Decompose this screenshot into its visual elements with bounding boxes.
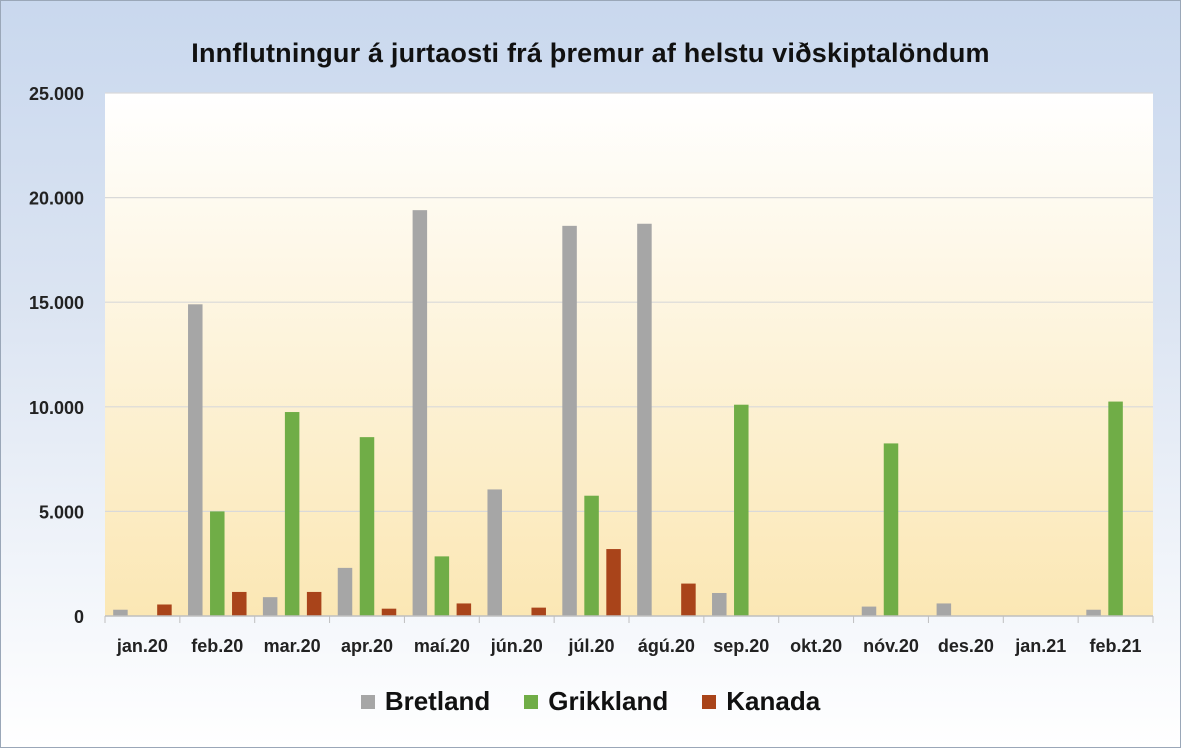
legend: Bretland Grikkland Kanada (0, 686, 1181, 717)
bar-bretland-apr.20 (337, 567, 353, 616)
bar-kanada-júl.20 (606, 549, 621, 616)
y-tick-label: 10.000 (29, 398, 84, 418)
legend-item-kanada: Kanada (702, 686, 820, 717)
bar-grikkland-nóv.20 (883, 443, 899, 616)
x-tick-label: feb.21 (1090, 636, 1142, 656)
x-tick-label: sep.20 (713, 636, 769, 656)
bar-grikkland-mar.20 (284, 412, 300, 616)
legend-item-bretland: Bretland (360, 686, 491, 717)
bar-kanada-mar.20 (306, 591, 322, 616)
bar-bretland-des.20 (936, 603, 952, 616)
bar-bretland-feb.21 (1086, 609, 1101, 616)
x-tick-label: feb.20 (191, 636, 243, 656)
bar-bretland-júl.20 (562, 225, 577, 617)
plot-area (105, 93, 1153, 616)
bar-kanada-jún.20 (531, 607, 546, 616)
bar-bretland-jan.20 (113, 609, 128, 616)
bar-grikkland-apr.20 (359, 437, 375, 616)
bar-grikkland-sep.20 (734, 404, 749, 616)
legend-swatch-grikkland (524, 694, 539, 709)
bar-bretland-mar.20 (262, 597, 278, 616)
y-tick-label: 15.000 (29, 293, 84, 313)
x-tick-label: jan.20 (116, 636, 168, 656)
bar-kanada-feb.20 (232, 591, 247, 616)
legend-label-kanada: Kanada (726, 686, 821, 716)
bar-grikkland-júl.20 (584, 495, 599, 616)
y-tick-label: 20.000 (29, 189, 84, 209)
bar-bretland-sep.20 (712, 592, 727, 616)
bar-kanada-ágú.20 (681, 583, 696, 616)
bar-grikkland-maí.20 (434, 556, 450, 616)
bar-bretland-feb.20 (188, 304, 203, 616)
bar-bretland-nóv.20 (861, 606, 877, 616)
legend-swatch-bretland (360, 694, 375, 709)
x-tick-label: ágú.20 (638, 636, 695, 656)
x-tick-label: apr.20 (341, 636, 393, 656)
x-tick-label: maí.20 (414, 636, 470, 656)
legend-label-grikkland: Grikkland (548, 686, 669, 716)
x-tick-label: mar.20 (264, 636, 321, 656)
legend-label-bretland: Bretland (384, 686, 491, 716)
bar-grikkland-feb.20 (210, 511, 225, 616)
legend-swatch-kanada (702, 694, 717, 709)
chart-title: Innflutningur á jurtaosti frá þremur af … (191, 38, 990, 68)
x-tick-label: des.20 (938, 636, 994, 656)
y-tick-label: 5.000 (39, 502, 84, 522)
x-tick-label: jan.21 (1014, 636, 1066, 656)
x-tick-label: jún.20 (490, 636, 543, 656)
legend-item-grikkland: Grikkland (524, 686, 668, 717)
bar-kanada-maí.20 (456, 603, 472, 616)
bar-bretland-jún.20 (487, 489, 502, 616)
bar-bretland-ágú.20 (637, 223, 652, 616)
bar-kanada-apr.20 (381, 608, 397, 616)
x-tick-label: nóv.20 (863, 636, 919, 656)
bar-kanada-jan.20 (157, 604, 172, 616)
x-tick-label: okt.20 (790, 636, 842, 656)
bar-bretland-maí.20 (412, 210, 428, 617)
bar-grikkland-feb.21 (1108, 401, 1123, 616)
x-tick-label: júl.20 (568, 636, 615, 656)
y-tick-label: 0 (74, 607, 84, 627)
y-tick-label: 25.000 (29, 84, 84, 104)
